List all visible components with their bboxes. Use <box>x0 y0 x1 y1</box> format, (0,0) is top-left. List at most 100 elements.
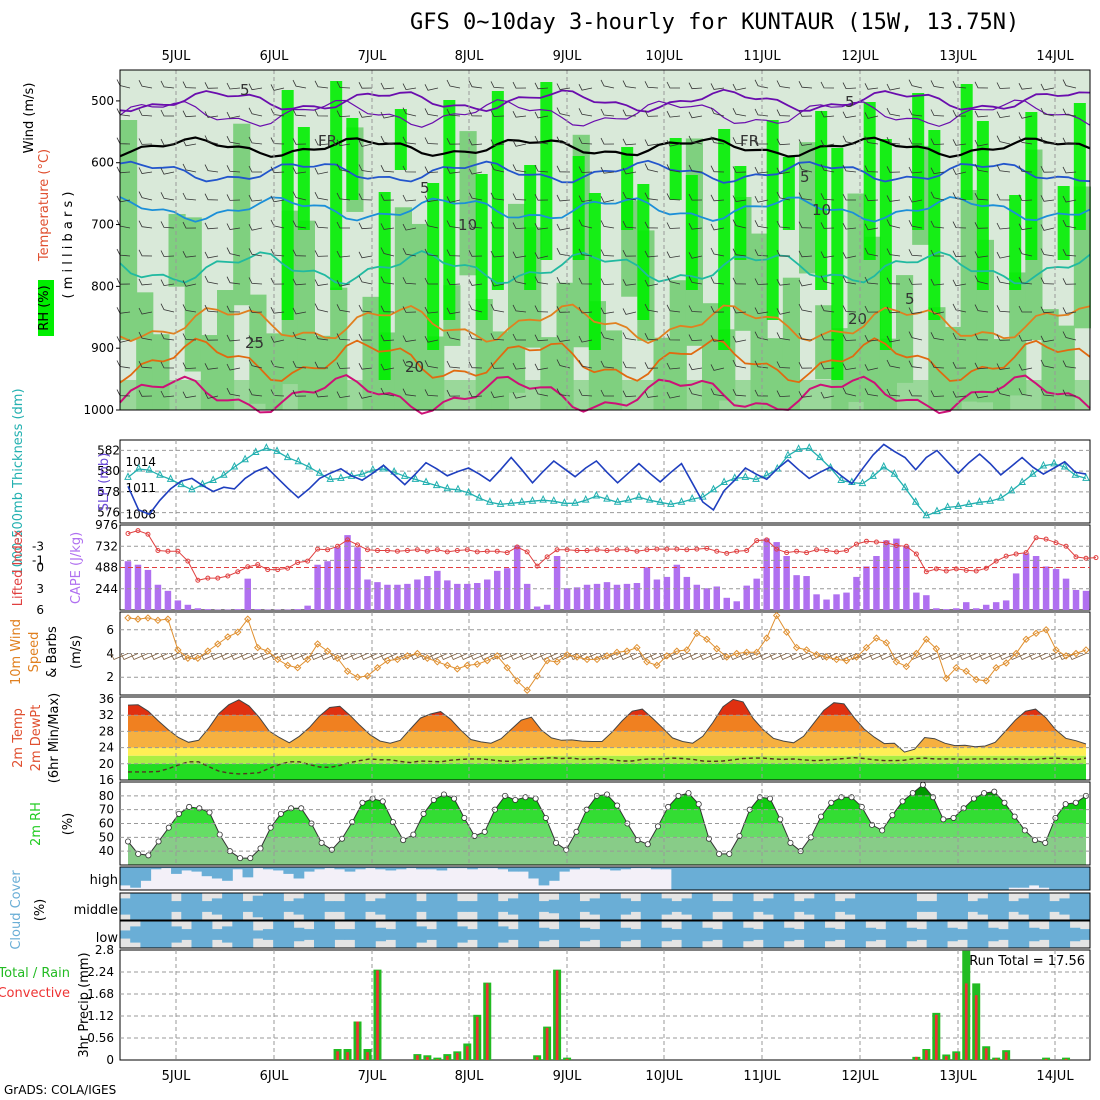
lifted-index-point <box>544 554 550 560</box>
wind-speed-point <box>1002 659 1010 667</box>
wind-barb <box>336 391 351 399</box>
wind-barb <box>1040 359 1055 369</box>
thickness-tick: 576 <box>97 506 120 520</box>
wind-barb <box>336 221 350 229</box>
thickness-point <box>539 495 547 503</box>
rh-tick: 50 <box>99 830 114 844</box>
precip-label-total: Total / Rain <box>0 966 70 981</box>
wind-barb <box>314 279 329 286</box>
x-tick-label-top: 9JUL <box>553 49 583 64</box>
wind-barb <box>820 193 835 201</box>
cape-bar <box>893 538 900 610</box>
wind-barb <box>429 653 448 661</box>
wind-barb <box>1062 195 1077 203</box>
cloud-bar-low <box>681 921 693 948</box>
lifted-index-point <box>714 548 720 554</box>
cloud-bar-low <box>385 929 397 940</box>
cloud-bar-middle <box>385 893 397 920</box>
wind-barb <box>952 303 967 313</box>
lifted-index-point <box>614 547 620 553</box>
wind-barb <box>138 138 153 145</box>
wind-barb <box>930 278 945 286</box>
cloud-bar-low <box>987 927 999 942</box>
thickness-point <box>496 499 505 507</box>
wind-barb <box>446 220 461 229</box>
cloud-bar-low <box>610 921 621 948</box>
cloud-bar-low <box>1069 927 1081 942</box>
cloud-bar-middle <box>936 893 948 920</box>
cape-bar <box>733 601 740 610</box>
wind-barb <box>1062 249 1077 257</box>
cloud-bar-middle <box>967 901 979 912</box>
wind-barb <box>889 653 907 661</box>
precip-conv-bar <box>485 983 489 1060</box>
cloud-bar-high <box>211 867 223 879</box>
wind-barb <box>380 111 395 119</box>
wind-barb <box>644 250 659 258</box>
thickness-point <box>486 497 494 505</box>
x-tick-label-top: 5JUL <box>162 49 192 64</box>
thickness-point <box>709 484 718 493</box>
wind-barb <box>270 84 285 91</box>
thickness-point <box>454 484 462 493</box>
panel-label: 2m Temp <box>11 708 26 768</box>
wind-barb <box>446 278 461 286</box>
rh-high-region <box>863 102 876 260</box>
temp-band <box>128 747 1086 756</box>
cloud-bar-low <box>947 927 958 942</box>
thickness-point <box>677 497 686 505</box>
wind-barb <box>358 392 373 399</box>
wind-barb <box>380 276 395 285</box>
cloud-bar-middle <box>487 893 499 920</box>
slp-line <box>127 443 1087 516</box>
cape-bar <box>444 580 451 610</box>
thickness-frame <box>119 439 1091 524</box>
wind-speed-point <box>283 661 292 670</box>
precip-conv-bar <box>366 1052 369 1060</box>
rh-point <box>369 795 376 802</box>
precip-conv-bar <box>954 1052 958 1060</box>
wind-barb <box>512 251 527 259</box>
cloud-bar-high <box>1038 867 1050 888</box>
wind-speed-point <box>244 615 252 623</box>
wind-barb <box>666 110 681 118</box>
cloud-bar-high <box>446 867 458 869</box>
wind-barb <box>534 82 549 90</box>
cloud-bar-middle <box>773 893 785 920</box>
wind-barb <box>776 361 791 369</box>
wind-speed-point <box>533 672 541 680</box>
cloud-bar-high <box>773 867 785 890</box>
wind-barb <box>512 304 527 313</box>
cloud-bar-high <box>712 867 723 890</box>
wind-barb <box>248 107 263 117</box>
wind-barb <box>996 222 1011 230</box>
wind-barb <box>170 653 189 661</box>
cloud-bar-middle <box>844 898 856 915</box>
x-tick-label-bottom: 6JUL <box>260 1069 290 1084</box>
wind-barb <box>292 331 307 341</box>
cape-bar <box>364 579 371 610</box>
wind-barb <box>952 110 967 117</box>
cloud-bar-high <box>150 867 162 870</box>
cloud-bar-middle <box>130 893 141 920</box>
wind-barb <box>820 304 835 313</box>
rh-tick: 60 <box>99 817 114 831</box>
cape-bar <box>254 609 261 610</box>
cloud-bar-low <box>130 926 141 943</box>
wind-barb <box>314 332 329 341</box>
wind-speed-point <box>613 648 621 657</box>
wind-barb <box>380 334 395 342</box>
thickness-point <box>720 477 728 486</box>
wind-barb <box>798 391 813 398</box>
wind-barb <box>754 166 769 174</box>
cloud-bar-middle <box>528 893 540 920</box>
wind-barb <box>190 653 208 661</box>
wind-barb <box>622 390 637 398</box>
temp-tick: 32 <box>99 708 114 722</box>
wind-barb <box>974 81 989 89</box>
wind-barb <box>820 362 835 370</box>
wind-barb <box>204 275 219 285</box>
wind-barb <box>952 250 967 258</box>
cloud-bar-low <box>712 929 723 940</box>
wind-speed-point <box>543 656 551 665</box>
